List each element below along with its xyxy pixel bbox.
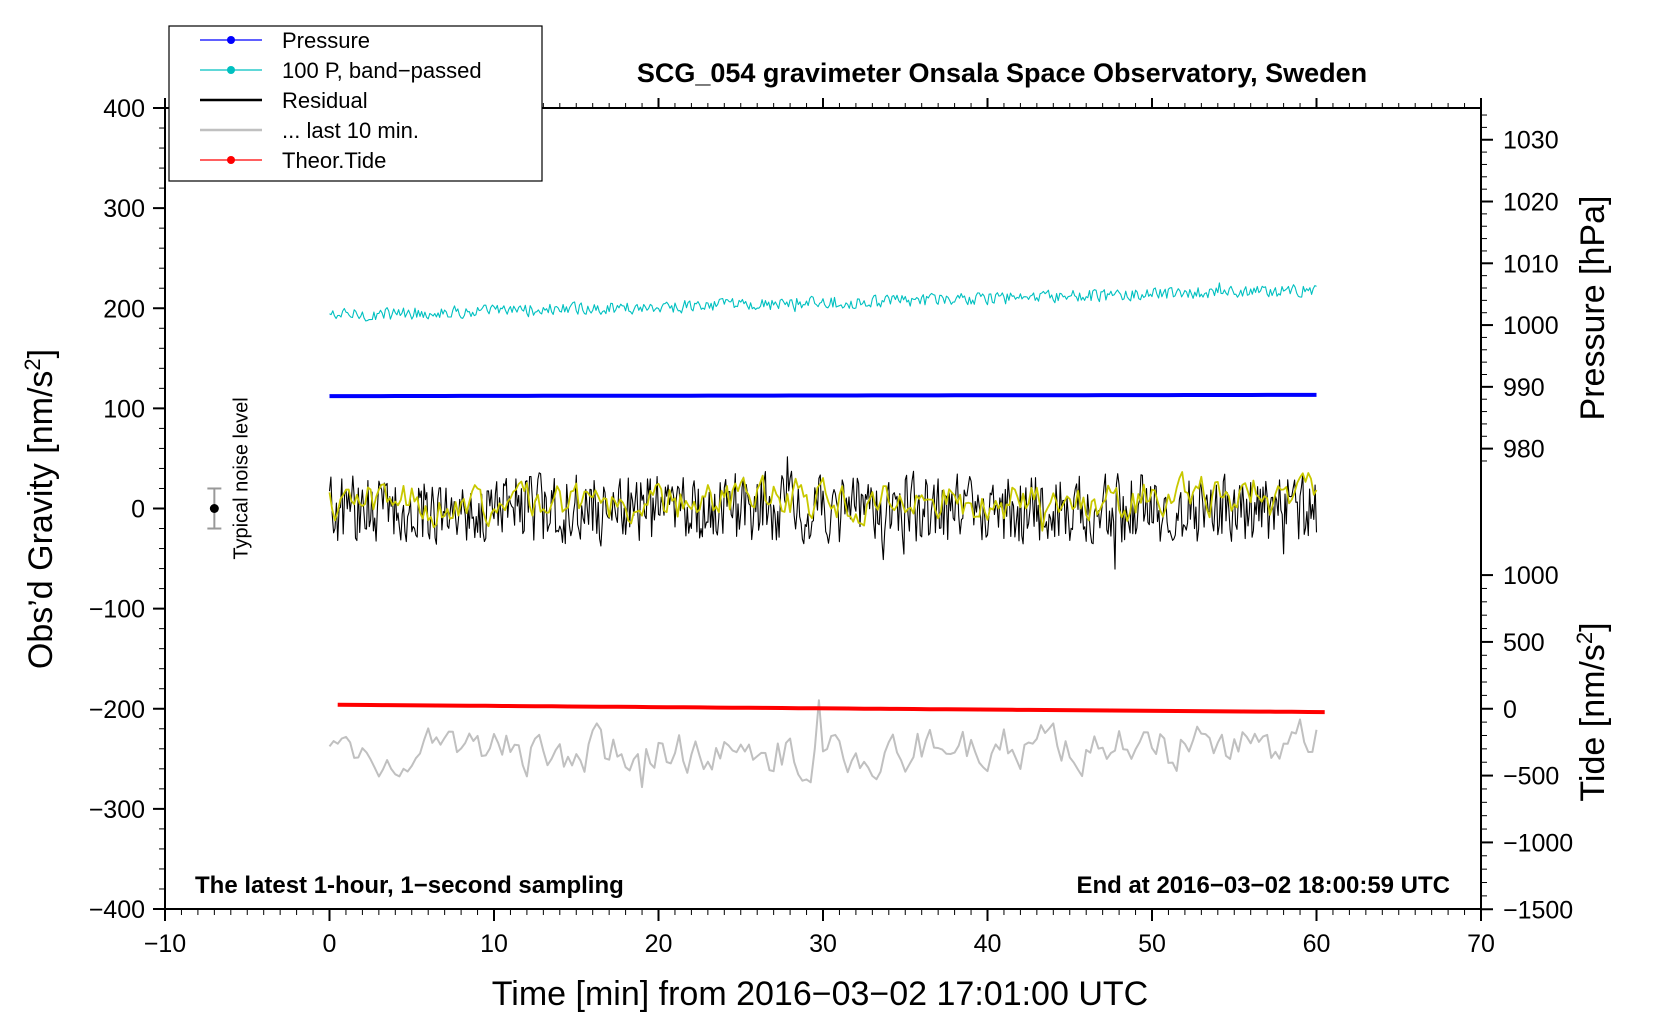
y-tick-label: 200 [103,295,145,323]
pressure-tick-label: 1000 [1503,312,1559,340]
tide-tick-label: −1000 [1503,829,1573,857]
series-line-100-p-band-passed [329,282,1317,322]
legend-entry: 100 P, band−passed [200,58,482,83]
y-tick-label: −400 [89,896,145,924]
x-tick-label: 60 [1303,930,1331,958]
left-y-axis-title-close: ] [22,349,60,358]
noise-center-dot [209,504,219,513]
x-tick-label: 70 [1467,930,1495,958]
legend-box [168,25,543,182]
legend: Pressure 100 P, band−passed Residual ... la… [168,25,543,182]
legend-marker [227,66,235,74]
tide-tick-label: 1000 [1503,562,1559,590]
series-line-pressure [329,392,1317,399]
series-line-theor-tide [337,702,1325,715]
legend-entry: ... last 10 min. [200,118,419,143]
y-tick-label: −100 [89,596,145,624]
x-tick-label: 50 [1138,930,1166,958]
x-tick-label: 40 [974,930,1002,958]
series-layer [328,282,1325,789]
y-tick-label: 300 [103,195,145,223]
y-tick-label: −300 [89,796,145,824]
tide-tick-label: −1500 [1503,896,1573,924]
x-tick-label: 30 [809,930,837,958]
legend-marker [227,36,235,44]
left-y-axis-title-main: Obs’d Gravity [nm/s [22,371,60,670]
pressure-tick-label: 980 [1503,436,1545,464]
series-line-residual-smoothed [328,471,1318,532]
legend-label: Pressure [282,28,370,53]
pressure-tick-label: 1010 [1503,250,1559,278]
annotation-end-time: End at 2016−03−02 18:00:59 UTC [1076,872,1450,899]
tide-axis-title-sup: 2 [1572,632,1597,644]
legend-entries: Pressure 100 P, band−passed Residual ... la… [200,28,482,173]
legend-label: 100 P, band−passed [282,58,482,83]
tide-axis-title-main: Tide [nm/s [1574,644,1612,801]
x-tick-label: 20 [645,930,673,958]
x-tick-label: 10 [480,930,508,958]
left-y-axis-title: Obs’d Gravity [nm/s2] [20,349,60,669]
y-tick-label: 0 [131,496,145,524]
pressure-axis-title: Pressure [hPa] [1574,196,1612,421]
pressure-tick-label: 990 [1503,374,1545,402]
tide-tick-label: 0 [1503,696,1517,724]
noise-level-indicator: Typical noise level [207,397,252,560]
legend-label: Residual [282,88,368,113]
tide-tick-label: 500 [1503,629,1545,657]
x-tick-label: 0 [323,930,337,958]
tide-axis-title: Tide [nm/s2] [1572,622,1612,801]
annotation-sampling: The latest 1-hour, 1−second sampling [195,872,624,899]
legend-entry: Residual [200,88,368,113]
axes-layer: −10 0 10 20 30 40 50 60 704003002001000−100−200−… [89,95,1574,958]
legend-label: ... last 10 min. [282,118,419,143]
left-y-axis-title-sup: 2 [20,358,45,370]
pressure-tick-label: 1020 [1503,189,1559,217]
noise-label: Typical noise level [230,397,252,559]
legend-entry: Theor.Tide [200,148,386,173]
tide-tick-label: −500 [1503,763,1559,791]
y-tick-label: 400 [103,95,145,123]
legend-marker [227,156,235,164]
pressure-tick-label: 1030 [1503,127,1559,155]
chart-title: SCG_054 gravimeter Onsala Space Observat… [637,58,1367,88]
x-axis-title: Time [min] from 2016−03−02 17:01:00 UTC [492,975,1148,1013]
legend-entry: Pressure [200,28,370,53]
y-tick-label: −200 [89,696,145,724]
y-tick-label: 100 [103,395,145,423]
legend-label: Theor.Tide [282,148,386,173]
x-tick-label: −10 [144,930,186,958]
series-line-residual [328,456,1318,570]
series-line--last-10-min- [328,699,1318,789]
tide-axis-title-close: ] [1574,622,1612,631]
